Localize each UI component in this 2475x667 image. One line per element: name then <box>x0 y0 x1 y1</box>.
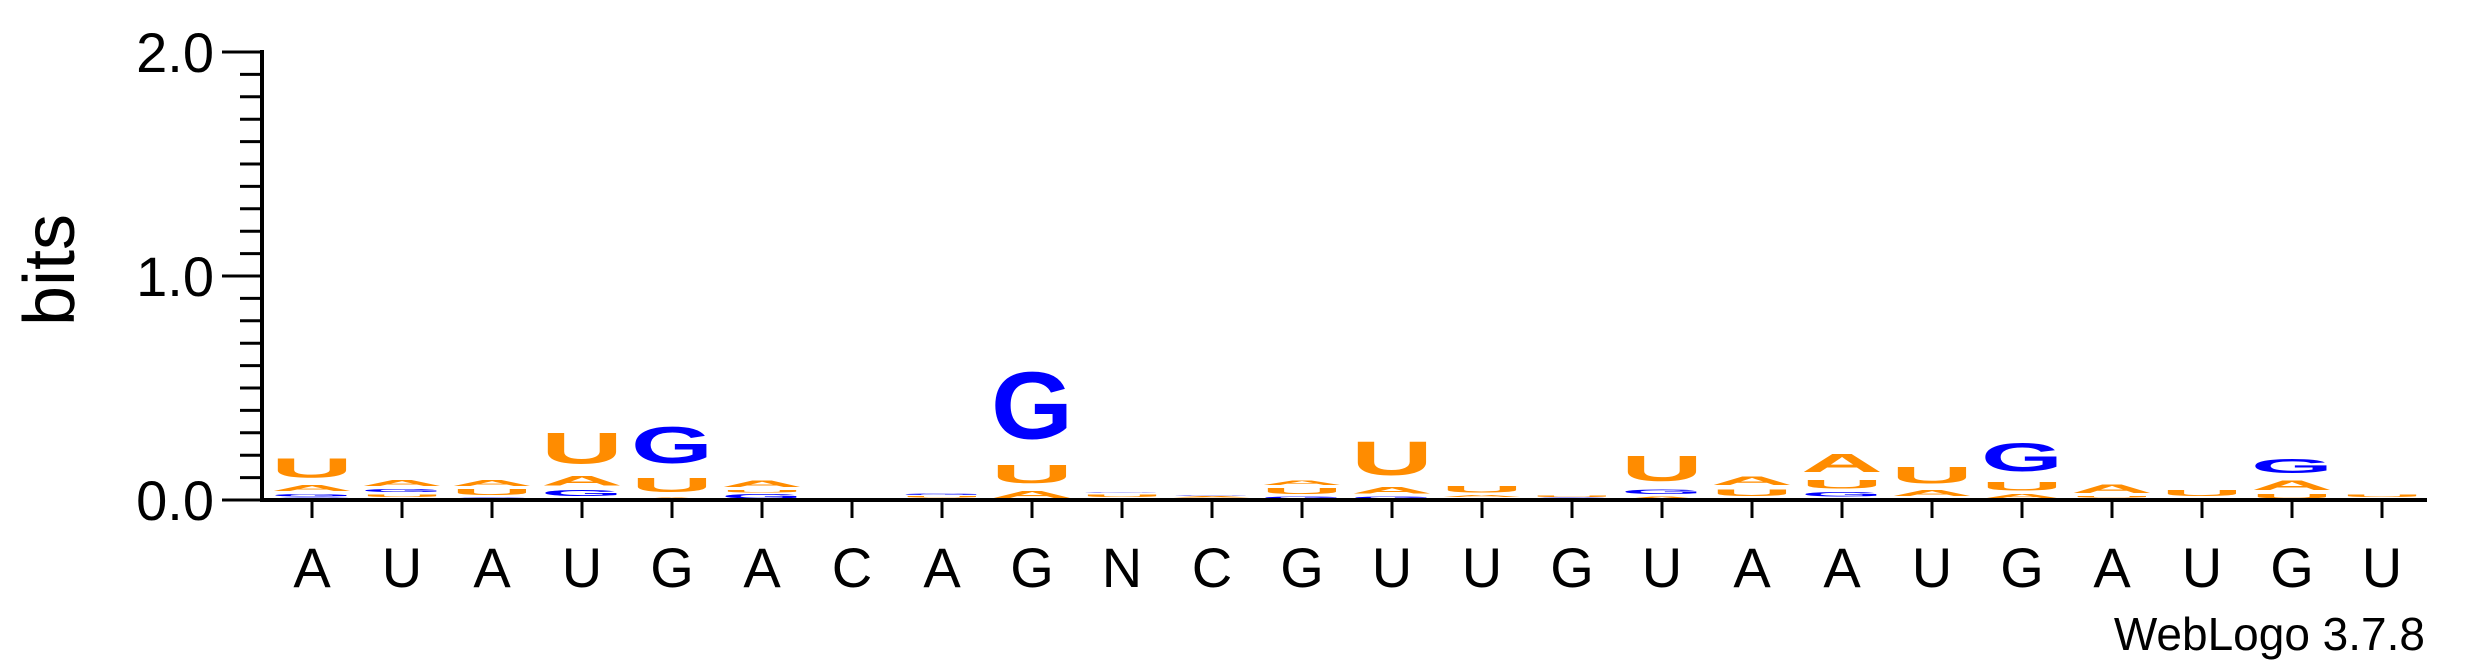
logo-letter-G: G <box>541 489 623 498</box>
logo-letter-U: U <box>991 460 1073 489</box>
logo-letter-U: U <box>1351 432 1433 485</box>
logo-letter-A: A <box>991 489 1073 500</box>
logo-letter-A: A <box>2071 482 2153 495</box>
x-tick-label: A <box>293 536 331 599</box>
x-tick-label: C <box>1192 536 1232 599</box>
logo-letter-U: U <box>2071 496 2153 498</box>
logo-letter-A: A <box>451 479 533 488</box>
logo-letters: CGAUCUGAGUACGAUAUGGUACAUGAUGAUGUAGGUAGAU… <box>271 353 2423 500</box>
logo-letter-U: U <box>541 424 623 473</box>
logo-letter-U: U <box>271 452 353 483</box>
logo-letter-A: A <box>1801 449 1883 478</box>
logo-letter-G: G <box>1621 489 1703 496</box>
logo-letter-A: A <box>1441 494 1523 497</box>
x-tick-label: G <box>1550 536 1594 599</box>
x-tick-label: N <box>1102 536 1142 599</box>
logo-letter-U: U <box>1801 478 1883 491</box>
logo-letter-G: G <box>1081 492 1163 493</box>
logo-letter-U: U <box>2251 493 2333 500</box>
logo-letter-G: G <box>2251 455 2333 477</box>
logo-letter-G: G <box>991 353 1073 460</box>
logo-letter-U: U <box>901 496 983 498</box>
logo-letter-G: G <box>361 488 443 494</box>
logo-letter-A: A <box>271 484 353 493</box>
x-tick-label: C <box>832 536 872 599</box>
weblogo-credit: WebLogo 3.7.8 <box>2114 608 2425 660</box>
logo-letter-A: A <box>721 479 803 489</box>
logo-letter-A: A <box>2251 478 2333 494</box>
logo-letter-U: U <box>1531 495 1613 497</box>
logo-letter-G: G <box>1801 491 1883 498</box>
logo-letter-U: U <box>1891 462 1973 489</box>
x-tick-label: U <box>1372 536 1412 599</box>
logo-letter-A: A <box>1621 496 1703 500</box>
x-tick-label: U <box>2362 536 2402 599</box>
x-tick-label: G <box>2000 536 2044 599</box>
y-ticks: 0.0 1.0 2.0 <box>136 21 262 532</box>
logo-letter-G: G <box>1171 494 1253 495</box>
logo-letter-G: G <box>1351 495 1433 500</box>
logo-letter-U: U <box>451 488 533 497</box>
logo-letter-U: U <box>1261 487 1343 496</box>
x-tick-label: G <box>1280 536 1324 599</box>
logo-letter-U: U <box>2341 493 2423 497</box>
logo-letter-A: A <box>1711 474 1793 487</box>
x-tick-label: A <box>2093 536 2131 599</box>
logo-letter-U: U <box>2161 489 2243 498</box>
logo-letter-G: G <box>271 493 353 498</box>
x-tick-label: A <box>1823 536 1861 599</box>
logo-letter-G: G <box>721 493 803 500</box>
logo-letter-U: U <box>721 489 803 493</box>
y-tick-label: 1.0 <box>136 245 214 308</box>
logo-letter-A: A <box>1981 493 2063 500</box>
x-tick-label: A <box>923 536 961 599</box>
logo-letter-A: A <box>1891 489 1973 498</box>
logo-letter-U: U <box>361 493 443 497</box>
x-tick-label: G <box>2270 536 2314 599</box>
logo-letter-A: A <box>1261 480 1343 487</box>
logo-letter-A: A <box>361 479 443 488</box>
logo-letter-G: G <box>631 416 713 474</box>
logo-letter-U: U <box>1621 448 1703 488</box>
x-tick-label: U <box>1642 536 1682 599</box>
x-tick-label: U <box>2182 536 2222 599</box>
logo-letter-A: A <box>1171 496 1253 498</box>
logo-letter-U: U <box>1081 493 1163 497</box>
y-tick-label: 0.0 <box>136 469 214 532</box>
x-tick-label: A <box>1733 536 1771 599</box>
logo-letter-G: G <box>901 493 983 495</box>
y-tick-label: 2.0 <box>136 21 214 84</box>
logo-letter-U: U <box>631 474 713 496</box>
logo-letter-U: U <box>1981 480 2063 493</box>
y-axis-label: bits <box>10 214 90 326</box>
x-tick-label: A <box>743 536 781 599</box>
logo-letter-G: G <box>1981 435 2063 480</box>
x-tick-label: U <box>1462 536 1502 599</box>
logo-letter-A: A <box>541 473 623 489</box>
x-tick-label: G <box>1010 536 1054 599</box>
x-tick-label: A <box>473 536 511 599</box>
logo-letter-U: U <box>1441 484 1523 494</box>
x-tick-label: U <box>562 536 602 599</box>
logo-letter-G: G <box>1261 495 1343 500</box>
x-tick-label: U <box>1912 536 1952 599</box>
x-tick-label: U <box>382 536 422 599</box>
x-tick-label: G <box>650 536 694 599</box>
logo-letter-U: U <box>1711 488 1793 498</box>
logo-letter-A: A <box>1351 485 1433 495</box>
